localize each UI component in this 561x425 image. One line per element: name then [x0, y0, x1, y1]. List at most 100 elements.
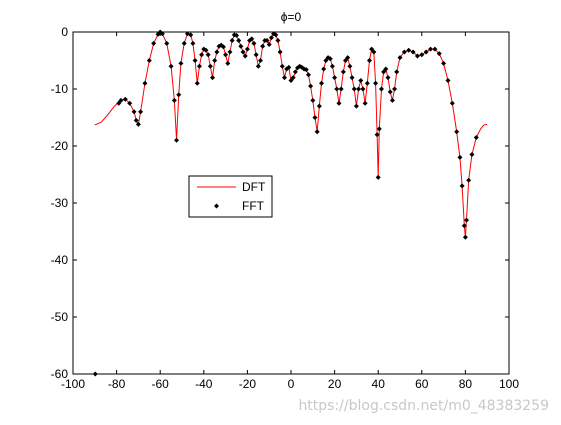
data-point-fft: [203, 47, 209, 53]
data-point-fft: [257, 58, 263, 63]
data-point-fft: [225, 60, 231, 66]
x-tick-label: 100: [499, 377, 519, 391]
data-point-fft: [174, 137, 180, 143]
data-point-fft: [260, 43, 266, 49]
data-point-fft: [462, 234, 468, 240]
data-point-fft: [376, 126, 382, 132]
data-point-fft: [347, 63, 353, 69]
data-point-fft: [155, 31, 161, 37]
data-point-fft: [229, 38, 235, 44]
data-point-fft: [428, 46, 434, 52]
data-point-fft: [135, 121, 141, 127]
legend-box: [188, 175, 273, 218]
data-point-fft: [329, 63, 335, 69]
data-point-fft: [279, 63, 285, 69]
data-point-fft: [381, 69, 387, 75]
data-point-fft: [397, 55, 403, 61]
data-point-fft: [234, 32, 239, 38]
data-point-fft: [432, 46, 438, 52]
data-point-fft: [118, 97, 124, 103]
data-point-fft: [127, 100, 133, 106]
data-point-fft: [323, 58, 329, 63]
data-point-fft: [327, 56, 333, 62]
x-tick-label: 80: [459, 377, 473, 391]
data-point-fft: [207, 63, 213, 69]
series-markers-fft: [92, 29, 479, 377]
data-point-fft: [353, 103, 359, 109]
data-point-fft: [454, 129, 460, 135]
data-point-fft: [171, 97, 177, 103]
data-point-fft: [392, 86, 398, 92]
data-point-fft: [305, 72, 311, 78]
data-point-fft: [401, 49, 407, 55]
data-point-fft: [273, 32, 279, 38]
data-point-fft: [308, 83, 314, 89]
data-point-fft: [310, 97, 316, 103]
x-tick-label: -40: [195, 377, 213, 391]
data-point-fft: [321, 66, 327, 72]
data-point-fft: [290, 75, 296, 81]
data-point-fft: [378, 86, 384, 92]
data-point-fft: [441, 60, 447, 66]
data-point-fft: [131, 109, 137, 115]
data-point-fft: [238, 43, 244, 49]
data-point-fft: [375, 174, 381, 180]
data-point-fft: [466, 177, 472, 183]
legend-marker-fft: [214, 203, 219, 209]
x-tick-label: 60: [415, 377, 429, 391]
data-point-fft: [264, 38, 270, 44]
data-point-fft: [358, 77, 364, 83]
data-point-fft: [332, 75, 338, 81]
data-point-fft: [389, 97, 395, 103]
data-point-fft: [199, 52, 205, 58]
y-tick-label: -40: [51, 253, 69, 267]
data-point-fft: [266, 42, 272, 48]
data-point-fft: [316, 103, 322, 109]
chart-title: ϕ=0: [281, 10, 302, 24]
data-point-fft: [281, 75, 287, 81]
data-point-fft: [449, 100, 455, 106]
data-point-fft: [410, 49, 416, 55]
data-point-fft: [275, 38, 281, 44]
data-point-fft: [364, 80, 370, 86]
x-tick-label: -20: [239, 377, 257, 391]
data-point-fft: [340, 69, 346, 75]
data-point-fft: [338, 86, 344, 92]
data-point-fft: [142, 80, 148, 86]
data-point-fft: [461, 223, 467, 229]
data-point-fft: [371, 49, 377, 55]
x-tick-label: -60: [152, 377, 170, 391]
data-point-fft: [286, 64, 292, 70]
legend-label-fft: FFT: [242, 199, 265, 213]
data-point-fft: [223, 52, 229, 58]
data-point-fft: [122, 96, 128, 102]
legend: DFT FFT: [188, 175, 273, 218]
data-point-fft: [336, 100, 342, 106]
watermark: https://blog.csdn.net/m0_48383259: [298, 398, 549, 414]
data-point-fft: [220, 44, 226, 50]
data-point-fft: [181, 40, 187, 46]
data-point-fft: [164, 40, 170, 46]
data-point-fft: [116, 100, 122, 106]
data-point-fft: [343, 58, 348, 63]
data-point-fft: [192, 58, 198, 63]
data-point-fft: [277, 49, 283, 55]
data-point-fft: [240, 49, 246, 55]
data-point-fft: [351, 86, 357, 92]
y-tick-label: -10: [51, 82, 69, 96]
data-point-fft: [214, 49, 220, 55]
data-point-fft: [236, 38, 242, 44]
data-point-fft: [255, 63, 261, 69]
data-point-fft: [151, 40, 157, 46]
data-point-fft: [190, 40, 196, 46]
data-point-fft: [138, 109, 144, 115]
data-point-fft: [459, 183, 465, 189]
data-point-fft: [387, 89, 393, 95]
data-point-fft: [176, 92, 182, 98]
data-point-fft: [188, 32, 194, 38]
x-tick-label: 20: [328, 377, 342, 391]
data-point-fft: [210, 75, 216, 81]
data-point-fft: [312, 115, 318, 120]
